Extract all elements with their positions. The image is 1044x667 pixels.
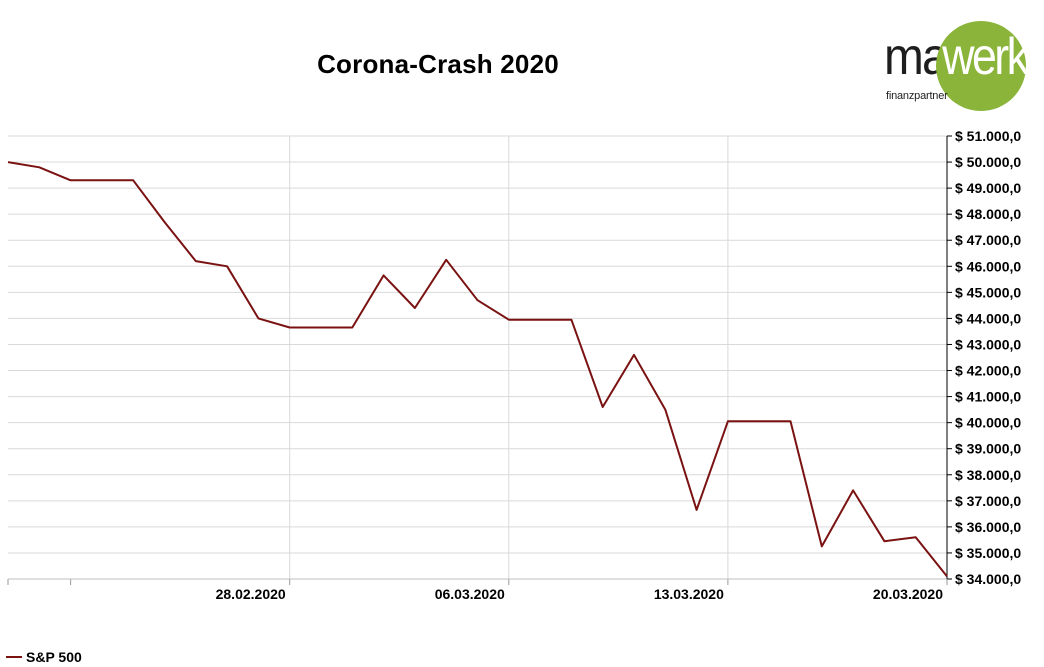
y-tick-label: $ 38.000,0 (955, 467, 1021, 483)
y-tick-label: $ 40.000,0 (955, 415, 1021, 431)
data-point (195, 260, 197, 262)
data-point (477, 299, 479, 301)
y-tick-label: $ 42.000,0 (955, 363, 1021, 379)
legend-swatch (6, 656, 22, 658)
data-point (257, 317, 259, 319)
data-point (445, 259, 447, 261)
data-point (946, 575, 948, 577)
data-point (226, 265, 228, 267)
data-point (821, 545, 823, 547)
x-tick-label: 20.03.2020 (873, 586, 943, 602)
data-point (727, 420, 729, 422)
data-point (570, 319, 572, 321)
y-tick-label: $ 50.000,0 (955, 154, 1021, 170)
data-point (289, 327, 291, 329)
legend-label: S&P 500 (26, 649, 82, 665)
y-tick-label: $ 47.000,0 (955, 232, 1021, 248)
maiwerk-logo: mai werk finanzpartner (884, 21, 1030, 111)
y-tick-label: $ 45.000,0 (955, 284, 1021, 300)
y-tick-label: $ 51.000,0 (955, 128, 1021, 144)
y-tick-label: $ 46.000,0 (955, 258, 1021, 274)
data-point (320, 327, 322, 329)
data-point (7, 161, 9, 163)
data-point (915, 536, 917, 538)
legend: S&P 500 (6, 648, 82, 666)
data-point (164, 221, 166, 223)
x-tick-label: 28.02.2020 (216, 586, 286, 602)
data-point (38, 166, 40, 168)
data-point (132, 179, 134, 181)
data-point (414, 307, 416, 309)
data-point (602, 406, 604, 408)
data-point (508, 319, 510, 321)
logo-tagline: finanzpartner (886, 90, 948, 102)
logo-green-circle: werk (936, 21, 1029, 111)
y-tick-label: $ 44.000,0 (955, 310, 1021, 326)
data-point (70, 179, 72, 181)
series-line-sp500 (7, 161, 948, 578)
data-point (539, 319, 541, 321)
y-tick-label: $ 37.000,0 (955, 493, 1021, 509)
data-point (383, 274, 385, 276)
x-tick-label: 13.03.2020 (654, 586, 724, 602)
y-tick-label: $ 48.000,0 (955, 206, 1021, 222)
data-point (790, 420, 792, 422)
data-point (758, 420, 760, 422)
chart-title: Corona-Crash 2020 (317, 49, 559, 79)
y-tick-label: $ 35.000,0 (955, 545, 1021, 561)
y-tick-label: $ 43.000,0 (955, 336, 1021, 352)
data-point (101, 179, 103, 181)
data-point (633, 354, 635, 356)
y-tick-label: $ 39.000,0 (955, 441, 1021, 457)
y-tick-label: $ 41.000,0 (955, 389, 1021, 405)
y-tick-label: $ 36.000,0 (955, 519, 1021, 535)
data-point (696, 509, 698, 511)
y-tick-label: $ 49.000,0 (955, 180, 1021, 196)
y-tick-label: $ 34.000,0 (955, 571, 1021, 587)
data-point (664, 409, 666, 411)
x-tick-label: 06.03.2020 (435, 586, 505, 602)
data-point (351, 327, 353, 329)
logo-wordmark-werk: werk (942, 28, 1029, 86)
data-point (852, 489, 854, 491)
data-point (883, 540, 885, 542)
